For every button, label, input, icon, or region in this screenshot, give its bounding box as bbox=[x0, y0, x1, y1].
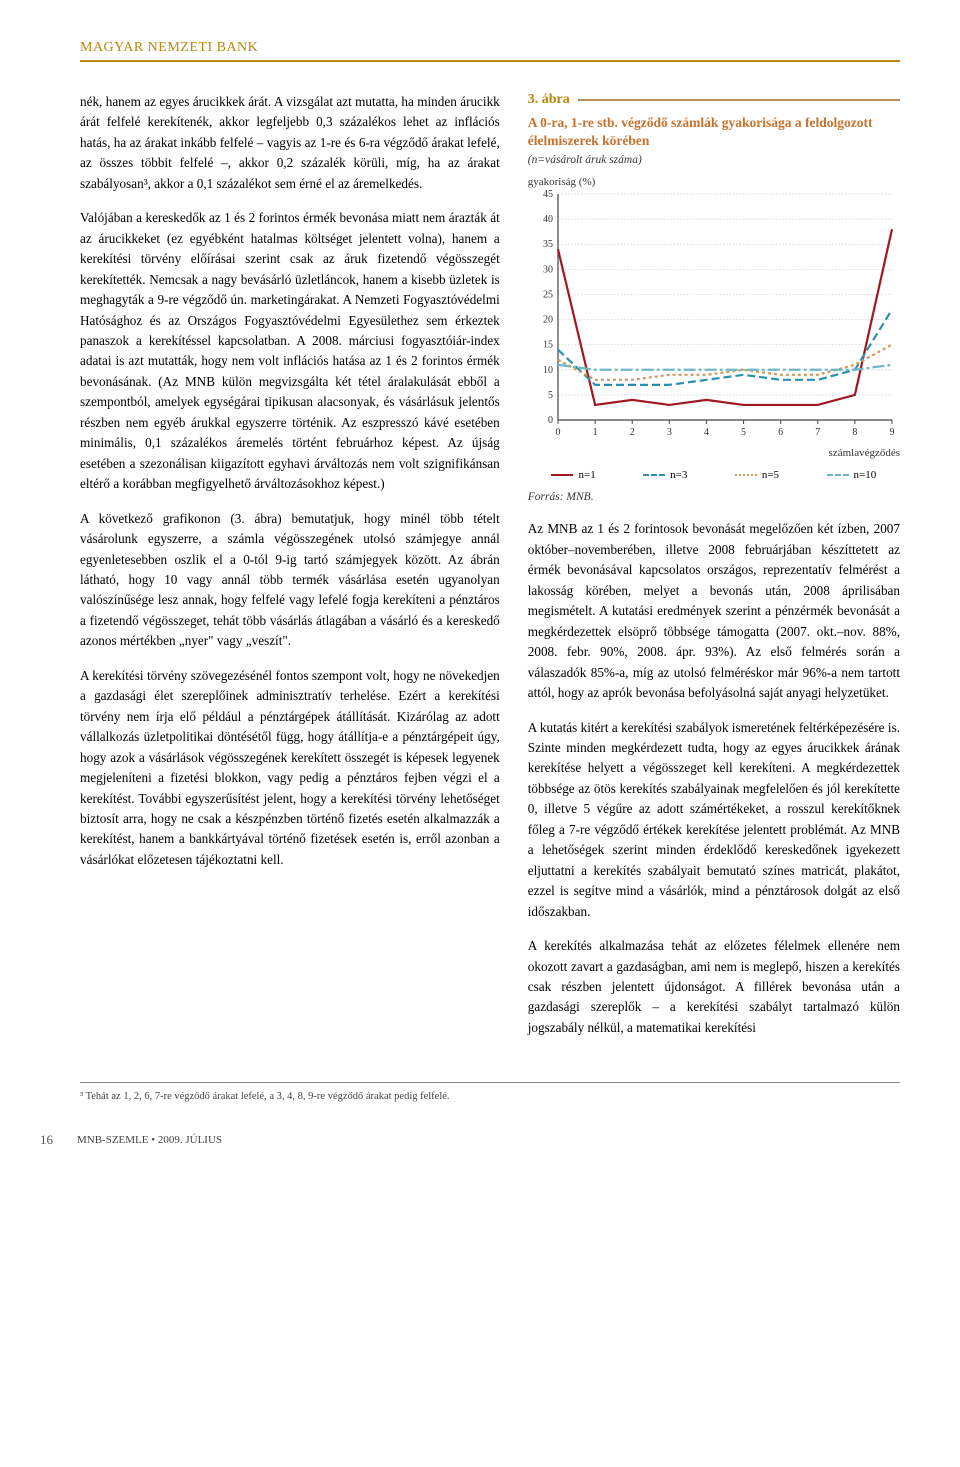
two-column-layout: nék, hanem az egyes árucikkek árát. A vi… bbox=[80, 92, 900, 1052]
svg-text:0: 0 bbox=[548, 415, 553, 426]
page-header: MAGYAR NEMZETI BANK bbox=[80, 40, 900, 62]
paragraph: Az MNB az 1 és 2 forintosok bevonását me… bbox=[528, 519, 900, 703]
paragraph: Valójában a kereskedők az 1 és 2 forinto… bbox=[80, 208, 500, 494]
figure-title-rule bbox=[578, 99, 900, 101]
legend-swatch bbox=[735, 474, 757, 476]
paragraph: A kerekítés alkalmazása tehát az előzete… bbox=[528, 936, 900, 1038]
page-number: 16 bbox=[40, 1132, 53, 1148]
footnote-rule bbox=[80, 1082, 900, 1083]
svg-text:0: 0 bbox=[555, 427, 560, 438]
svg-text:1: 1 bbox=[592, 427, 597, 438]
figure-number: 3. ábra bbox=[528, 92, 570, 108]
legend-label: n=10 bbox=[854, 469, 877, 481]
svg-text:25: 25 bbox=[543, 290, 553, 301]
paragraph: A következő grafikonon (3. ábra) bemutat… bbox=[80, 509, 500, 652]
chart-legend: n=1 n=3 n=5 n=10 bbox=[528, 469, 900, 481]
legend-swatch bbox=[827, 474, 849, 476]
paragraph: nék, hanem az egyes árucikkek árát. A vi… bbox=[80, 92, 500, 194]
page-footer: 16 MNB-SZEMLE • 2009. JÚLIUS bbox=[80, 1132, 900, 1148]
svg-text:10: 10 bbox=[543, 365, 553, 376]
chart-x-axis-label: számlavégződés bbox=[528, 447, 900, 459]
svg-text:5: 5 bbox=[741, 427, 746, 438]
legend-item: n=3 bbox=[643, 469, 687, 481]
svg-text:2: 2 bbox=[629, 427, 634, 438]
chart-y-axis-label: gyakoriság (%) bbox=[528, 176, 900, 188]
right-column: 3. ábra A 0-ra, 1-re stb. végződő számlá… bbox=[528, 92, 900, 1052]
paragraph: A kutatás kitért a kerekítési szabályok … bbox=[528, 718, 900, 923]
svg-text:5: 5 bbox=[548, 390, 553, 401]
svg-text:9: 9 bbox=[889, 427, 894, 438]
legend-swatch bbox=[643, 474, 665, 476]
legend-label: n=5 bbox=[762, 469, 779, 481]
svg-text:45: 45 bbox=[543, 190, 553, 200]
legend-item: n=10 bbox=[827, 469, 877, 481]
figure-note: (n=vásárolt áruk száma) bbox=[528, 154, 900, 166]
svg-text:8: 8 bbox=[852, 427, 857, 438]
header-title: MAGYAR NEMZETI BANK bbox=[80, 40, 258, 55]
legend-label: n=1 bbox=[578, 469, 595, 481]
line-chart: 0510152025303540450123456789 bbox=[528, 190, 898, 440]
legend-item: n=5 bbox=[735, 469, 779, 481]
left-column: nék, hanem az egyes árucikkek árát. A vi… bbox=[80, 92, 500, 1052]
svg-text:40: 40 bbox=[543, 215, 553, 226]
legend-label: n=3 bbox=[670, 469, 687, 481]
svg-text:4: 4 bbox=[704, 427, 709, 438]
svg-text:6: 6 bbox=[778, 427, 783, 438]
chart-container: gyakoriság (%) 0510152025303540450123456… bbox=[528, 176, 900, 459]
footer-journal: MNB-SZEMLE • 2009. JÚLIUS bbox=[77, 1134, 222, 1146]
legend-item: n=1 bbox=[551, 469, 595, 481]
svg-text:3: 3 bbox=[667, 427, 672, 438]
figure-source: Forrás: MNB. bbox=[528, 491, 900, 503]
figure-number-row: 3. ábra bbox=[528, 92, 900, 108]
paragraph: A kerekítési törvény szövegezésénél font… bbox=[80, 666, 500, 871]
svg-text:30: 30 bbox=[543, 265, 553, 276]
legend-swatch bbox=[551, 474, 573, 476]
svg-text:20: 20 bbox=[543, 315, 553, 326]
figure-subtitle: A 0-ra, 1-re stb. végződő számlák gyakor… bbox=[528, 114, 900, 150]
svg-text:15: 15 bbox=[543, 340, 553, 351]
footnote: ³ Tehát az 1, 2, 6, 7-re végződő árakat … bbox=[80, 1089, 900, 1105]
svg-text:35: 35 bbox=[543, 240, 553, 251]
svg-text:7: 7 bbox=[815, 427, 820, 438]
